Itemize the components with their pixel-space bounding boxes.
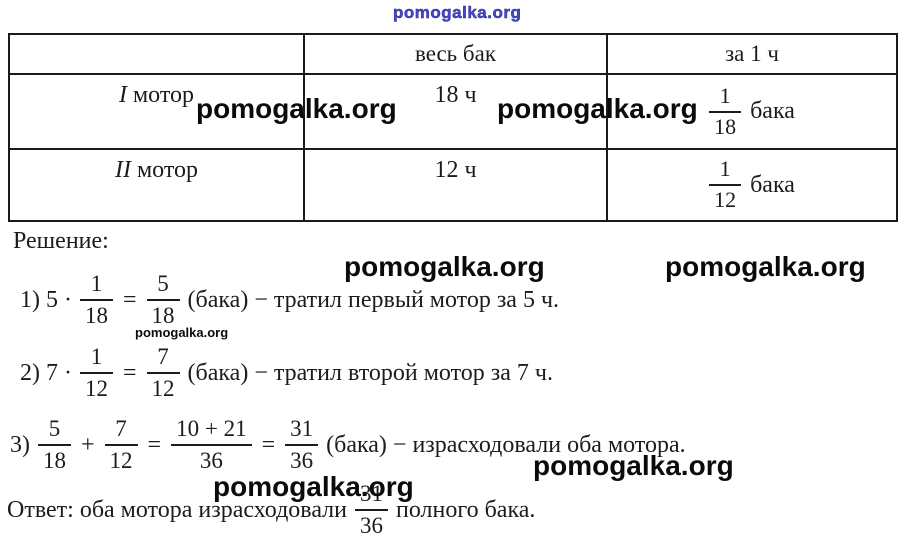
fraction-1-18: 1 18	[79, 271, 113, 329]
table-header-empty	[10, 35, 305, 75]
fraction-denominator: 12	[714, 187, 737, 212]
fraction-numerator: 1	[709, 83, 742, 113]
motor-1-label: мотор	[132, 82, 195, 108]
step3-description: (бака) − израсходовали оба мотора.	[326, 431, 686, 458]
fraction-5-18: 5 18	[146, 271, 180, 329]
solution-table: весь бак за 1 ч I мотор 18 ч 1 18 бака I…	[8, 33, 898, 222]
watermark-solution-right: pomogalka.org	[665, 251, 866, 282]
fraction-denominator: 18	[84, 303, 108, 328]
equals-sign: =	[147, 431, 162, 458]
fraction-numerator: 1	[79, 344, 113, 374]
solution-step-3: 3) 5 18 + 7 12 = 10 + 21 36 = 31 36 (бак…	[10, 412, 686, 478]
fraction-denominator: 36	[290, 448, 314, 473]
table-row2-per-hour: 1 12 бака	[608, 150, 896, 220]
step1-description: (бака) − тратил первый мотор за 5 ч.	[187, 286, 560, 313]
motor-1-roman-numeral: I	[118, 82, 127, 108]
fraction-denominator: 18	[151, 303, 175, 328]
watermark-table-row1-left: pomogalka.org	[196, 93, 397, 124]
fraction-denominator: 12	[84, 376, 108, 401]
answer-lead: Ответ: оба мотора израсходовали	[7, 496, 347, 523]
step1-lead: 1) 5 ·	[20, 286, 72, 313]
fraction-numerator: 1	[709, 157, 742, 186]
fraction-denominator: 12	[151, 376, 175, 401]
fraction-numerator: 7	[146, 344, 180, 374]
plus-sign: +	[81, 431, 95, 458]
fraction-unit: бака	[750, 98, 795, 124]
fraction-numerator: 10 + 21	[171, 416, 252, 446]
fraction-denominator: 36	[199, 448, 223, 473]
answer-line: Ответ: оба мотора израсходовали 31 36 по…	[7, 477, 535, 543]
fraction-numerator: 5	[146, 271, 180, 301]
equals-sign: =	[261, 431, 276, 458]
table-row2-whole-tank: 12 ч	[305, 150, 608, 220]
watermark-small: pomogalka.org	[135, 325, 229, 340]
fraction-numerator: 1	[79, 271, 113, 301]
fraction-1-12: 1 12	[79, 344, 113, 402]
fraction-31-36: 31 36	[285, 416, 319, 474]
fraction-sum-36: 10 + 21 36	[171, 416, 252, 474]
equals-sign: =	[122, 359, 137, 386]
fraction-numerator: 31	[285, 416, 319, 446]
table-row1-label: I мотор	[10, 75, 305, 150]
equals-sign: =	[122, 286, 137, 313]
fraction-5-18: 5 18	[38, 416, 71, 474]
table-row2-label: II мотор	[10, 150, 305, 220]
fraction-denominator: 18	[714, 113, 737, 139]
fraction-31-36: 31 36	[355, 481, 388, 539]
solution-title: Решение:	[13, 228, 109, 254]
watermark-table-row1-right: pomogalka.org	[497, 93, 698, 124]
watermark-step3: pomogalka.org	[533, 450, 734, 481]
table-header-whole-tank: весь бак	[305, 35, 608, 75]
fraction-denominator: 12	[109, 448, 133, 473]
solution-step-1: 1) 5 · 1 18 = 5 18 (бака) − тратил первы…	[20, 267, 559, 333]
fraction-denominator: 18	[43, 448, 66, 473]
fraction-numerator: 31	[355, 481, 388, 511]
fraction-numerator: 5	[38, 416, 71, 446]
site-watermark-top: pomogalka.org	[393, 3, 522, 23]
step2-description: (бака) − тратил второй мотор за 7 ч.	[187, 359, 553, 386]
table-row1-per-hour: 1 18 бака	[608, 75, 896, 150]
fraction-1-18: 1 18	[709, 83, 742, 139]
step2-lead: 2) 7 ·	[20, 359, 72, 386]
fraction-1-12: 1 12	[709, 157, 742, 212]
fraction-7-12: 7 12	[104, 416, 138, 474]
solution-step-2: 2) 7 · 1 12 = 7 12 (бака) − тратил второ…	[20, 340, 553, 406]
answer-tail: полного бака.	[396, 496, 536, 523]
motor-2-roman-numeral: II	[114, 157, 131, 183]
fraction-denominator: 36	[360, 513, 383, 538]
watermark-solution-left: pomogalka.org	[344, 251, 545, 282]
fraction-unit: бака	[750, 171, 795, 198]
table-header-per-hour: за 1 ч	[608, 35, 896, 75]
table-row1-whole-tank: 18 ч	[305, 75, 608, 150]
fraction-numerator: 7	[104, 416, 138, 446]
step3-lead: 3)	[10, 431, 30, 458]
motor-2-label: мотор	[136, 157, 199, 183]
watermark-answer: pomogalka.org	[213, 471, 414, 502]
fraction-7-12: 7 12	[146, 344, 180, 402]
